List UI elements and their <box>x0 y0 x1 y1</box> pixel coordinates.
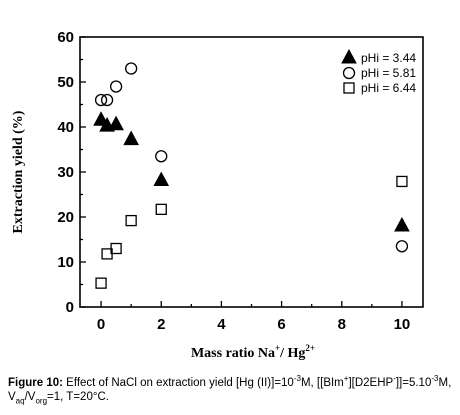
y-tick-label: 30 <box>57 164 74 181</box>
caption-text-4: ]]=5.10 <box>395 377 432 389</box>
legend-marker-3 <box>343 82 355 94</box>
data-point-series-1 <box>108 115 124 131</box>
y-axis-title: Extraction yield (%) <box>11 110 26 233</box>
data-point-series-2 <box>100 93 114 107</box>
data-point-series-2 <box>395 240 409 253</box>
x-tick-label: 4 <box>217 316 226 333</box>
caption-sup-4: -3 <box>431 374 439 384</box>
x-tick-label: 8 <box>338 316 346 333</box>
data-point-series-3 <box>125 214 137 227</box>
data-point-series-2 <box>155 150 168 163</box>
data-point-series-1 <box>123 130 139 146</box>
x-axis-title-sup2: 2+ <box>305 343 315 353</box>
y-tick-label: 60 <box>57 29 74 46</box>
caption-sup-1: -3 <box>293 374 301 384</box>
caption-text-2: M, [[BIm <box>300 377 344 389</box>
data-point-series-1 <box>394 216 410 232</box>
y-tick-label: 50 <box>57 74 74 91</box>
caption-sub-2: org <box>35 396 48 406</box>
data-point-series-2 <box>124 62 138 75</box>
data-point-series-2 <box>109 80 123 93</box>
caption-sub-1: aq <box>15 396 25 406</box>
figure-label: Figure 10: <box>8 377 63 389</box>
caption-text-5: M, V <box>8 377 452 403</box>
caption-text-3: ][D2EHP <box>348 377 394 389</box>
data-point-series-3 <box>396 175 408 188</box>
x-tick-label: 2 <box>157 316 165 333</box>
x-tick-label: 0 <box>97 316 105 333</box>
x-tick-label: 6 <box>277 316 285 333</box>
x-tick-label: 10 <box>394 316 411 333</box>
plot-axes: 0 10 20 30 40 50 60 0 2 4 6 8 10 <box>57 29 424 333</box>
legend-label-1: pHi = 3.44 <box>361 51 416 65</box>
legend-marker-2 <box>342 66 356 80</box>
data-point-series-2 <box>94 93 108 107</box>
caption-text-1: Effect of NaCl on extraction yield [Hg (… <box>62 377 294 389</box>
caption-sup-2: + <box>343 374 349 384</box>
y-tick-label: 20 <box>57 209 74 226</box>
caption-text-6: /V <box>24 391 36 403</box>
figure-caption: Figure 10: Effect of NaCl on extraction … <box>8 374 454 406</box>
legend-label-3: pHi = 6.44 <box>361 81 416 95</box>
x-axis-title-part2: / Hg <box>279 346 305 361</box>
data-points <box>93 62 410 289</box>
x-axis-title-part1: Mass ratio Na <box>191 346 275 361</box>
caption-sup-3: - <box>393 374 396 384</box>
y-tick-label: 10 <box>57 254 74 271</box>
y-tick-label: 40 <box>57 119 74 136</box>
caption-text-7: =1, T=20°C. <box>47 391 109 403</box>
legend-label-2: pHi = 5.81 <box>361 66 416 80</box>
legend-marker-1 <box>341 48 357 64</box>
x-axis-title: Mass ratio Na+/ Hg2+ <box>191 343 315 361</box>
y-tick-label: 0 <box>66 299 74 316</box>
x-axis-title-sup1: + <box>275 343 280 353</box>
data-point-series-3 <box>95 277 107 289</box>
data-point-series-1 <box>153 171 170 187</box>
data-point-series-3 <box>155 203 167 216</box>
data-point-series-3 <box>110 242 122 255</box>
